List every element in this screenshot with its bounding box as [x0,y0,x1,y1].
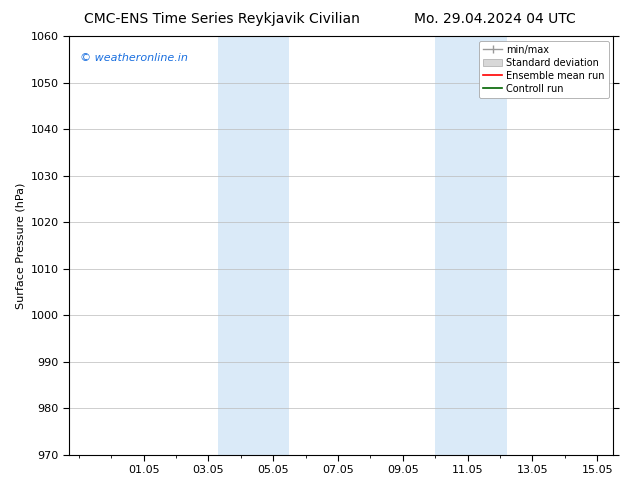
Bar [435,36,458,455]
Text: Mo. 29.04.2024 04 UTC: Mo. 29.04.2024 04 UTC [413,12,576,26]
Legend: min/max, Standard deviation, Ensemble mean run, Controll run: min/max, Standard deviation, Ensemble me… [479,41,609,98]
Text: © weatheronline.in: © weatheronline.in [80,53,188,63]
Bar [458,36,507,455]
Text: CMC-ENS Time Series Reykjavik Civilian: CMC-ENS Time Series Reykjavik Civilian [84,12,360,26]
Bar [241,36,290,455]
Y-axis label: Surface Pressure (hPa): Surface Pressure (hPa) [15,182,25,309]
Bar [218,36,241,455]
